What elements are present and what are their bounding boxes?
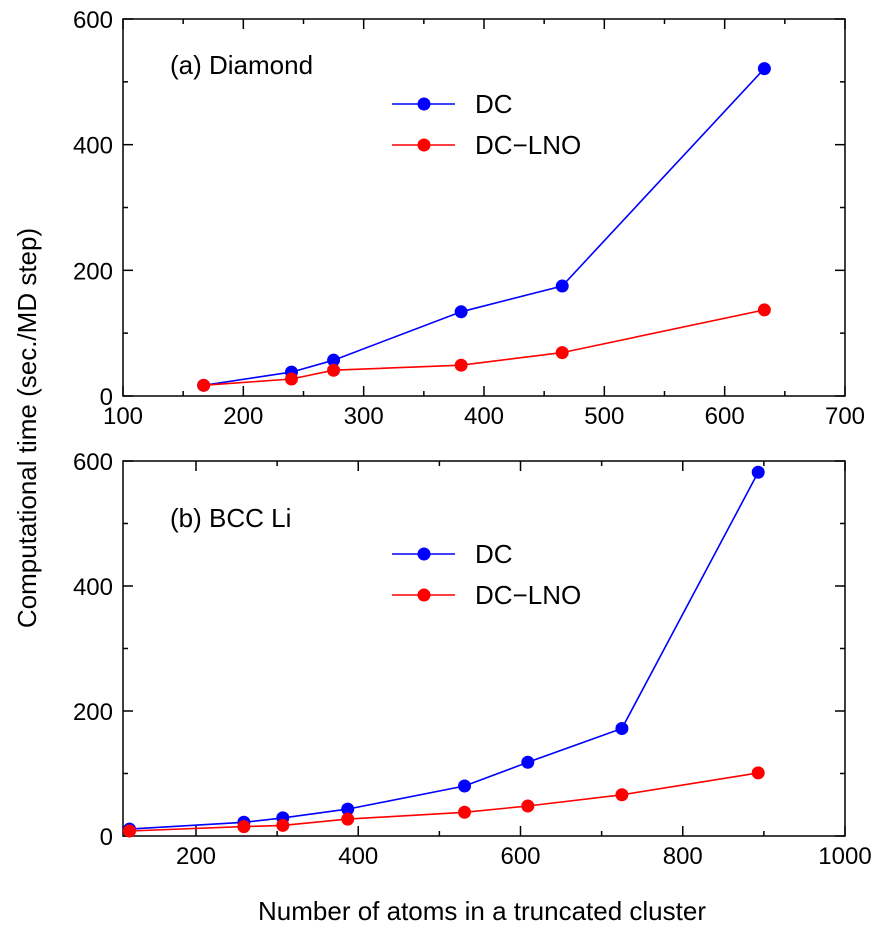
x-tick-label: 600 [705, 403, 745, 430]
legend-marker [417, 97, 431, 111]
legend-label: DC−LNO [475, 580, 581, 610]
data-point-dc-lno [237, 820, 251, 834]
data-point-dc [454, 305, 468, 319]
x-tick-label: 200 [223, 403, 263, 430]
data-point-dc [615, 722, 629, 735]
data-point-dc [458, 779, 472, 793]
y-tick-label: 600 [73, 7, 113, 34]
data-point-dc-lno [751, 766, 765, 780]
legend-marker [417, 547, 431, 561]
data-point-dc-lno [276, 818, 290, 832]
data-point-dc-lno [454, 358, 468, 372]
x-axis-title: Number of atoms in a truncated cluster [258, 896, 706, 926]
x-tick-label: 400 [338, 843, 378, 870]
data-point-dc-lno [521, 799, 535, 813]
series-line-dc-lno [129, 772, 759, 832]
x-tick-label: 1000 [818, 843, 871, 870]
legend-label: DC−LNO [475, 130, 581, 160]
y-tick-label: 400 [73, 574, 113, 601]
data-point-dc-lno [757, 303, 771, 317]
data-point-dc-lno [197, 378, 211, 392]
panel-b-bcc-li: 200 400 600 800 1000 0 200 400 600 (b) BCC Li DC DC… [73, 449, 872, 870]
data-point-dc-lno [284, 372, 298, 386]
data-point-dc [341, 802, 355, 816]
data-point-dc [327, 353, 341, 367]
legend-label: DC [475, 89, 513, 119]
data-point-dc-lno [615, 788, 629, 802]
data-point-dc [751, 465, 765, 479]
panel-title: (b) BCC Li [170, 503, 291, 533]
legend-marker [417, 588, 431, 602]
y-tick-label: 600 [73, 449, 113, 476]
series-line-dc [203, 68, 765, 387]
x-tick-label: 500 [584, 403, 624, 430]
data-point-dc [757, 62, 771, 76]
x-tick-label: 600 [500, 843, 540, 870]
x-tick-label: 400 [464, 403, 504, 430]
data-point-dc-lno [458, 805, 472, 819]
x-tick-label: 700 [825, 403, 865, 430]
series-line-dc [129, 471, 759, 830]
y-tick-label: 200 [73, 699, 113, 726]
data-point-dc-lno [122, 824, 136, 838]
y-axis-title: Computational time (sec./MD step) [12, 228, 42, 628]
panel-a-diamond: 100 200 300 400 500 600 700 0 200 400 600 (a) Diamo… [73, 7, 865, 430]
x-tick-label: 100 [103, 403, 143, 430]
data-point-dc [521, 755, 535, 769]
data-point-dc-lno [555, 346, 569, 360]
legend-label: DC [475, 539, 513, 569]
panel-title: (a) Diamond [170, 50, 313, 80]
data-point-dc [555, 279, 569, 293]
y-tick-label: 0 [100, 384, 113, 411]
x-tick-label: 800 [663, 843, 703, 870]
y-tick-label: 0 [100, 824, 113, 851]
data-point-dc-lno [327, 363, 341, 377]
legend-marker [417, 138, 431, 152]
data-point-dc-lno [341, 812, 355, 826]
series-line-dc-lno [203, 309, 765, 387]
x-tick-label: 200 [176, 843, 216, 870]
x-tick-label: 300 [344, 403, 384, 430]
y-tick-label: 200 [73, 258, 113, 285]
y-tick-label: 400 [73, 133, 113, 160]
